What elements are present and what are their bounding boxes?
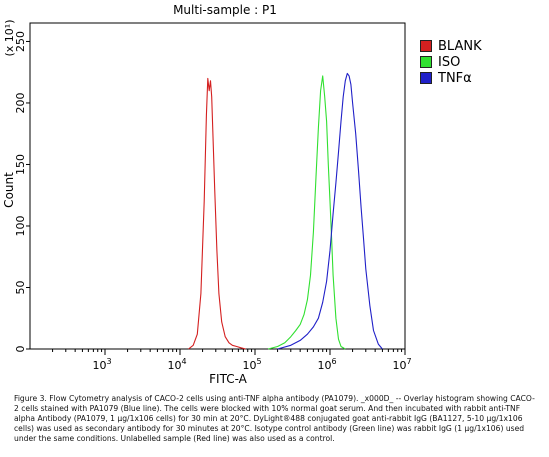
chart-legend: BLANK ISO TNFα — [420, 38, 482, 86]
figure-caption: Figure 3. Flow Cytometry analysis of CAC… — [14, 394, 535, 443]
x-tick-label: 107 — [392, 357, 411, 372]
y-tick-label: 200 — [14, 92, 27, 113]
y-tick-label: 0 — [14, 346, 27, 353]
y-tick-label: 50 — [14, 280, 27, 294]
y-tick-label: 100 — [14, 215, 27, 236]
legend-item: BLANK — [420, 38, 482, 54]
series-line-0 — [188, 77, 246, 350]
chart-title: Multi-sample : P1 — [173, 3, 277, 17]
y-axis-label: Count — [2, 172, 16, 208]
legend-swatch — [420, 40, 432, 52]
x-axis-label: FITC-A — [209, 372, 248, 386]
x-tick-label: 105 — [242, 357, 261, 372]
legend-item: TNFα — [420, 70, 482, 86]
legend-swatch — [420, 56, 432, 68]
legend-swatch — [420, 72, 432, 84]
plot-frame — [29, 22, 406, 350]
legend-label: ISO — [438, 54, 461, 70]
x-tick-label: 103 — [92, 357, 111, 372]
y-axis-multiplier: (x 10¹) — [3, 20, 16, 57]
series-line-1 — [268, 75, 346, 350]
legend-label: TNFα — [438, 70, 472, 86]
x-tick-label: 104 — [167, 357, 186, 372]
legend-item: ISO — [420, 54, 482, 70]
y-tick-label: 150 — [14, 154, 27, 175]
series-line-2 — [277, 72, 383, 350]
x-tick-label: 106 — [317, 357, 336, 372]
y-tick-label: 250 — [14, 31, 27, 52]
legend-label: BLANK — [438, 38, 482, 54]
flow-cytometry-histogram: Multi-sample : P1 0 50 100 150 200 250 103 104… — [2, 3, 412, 386]
